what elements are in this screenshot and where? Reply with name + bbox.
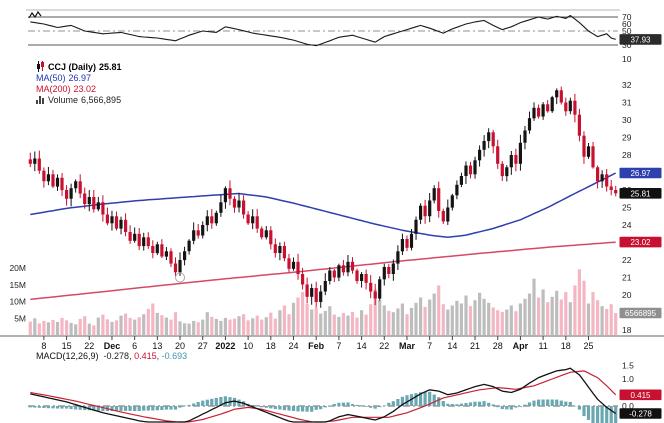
volume-axis-label: 20M <box>9 263 26 273</box>
low-annotation-circle <box>175 272 186 283</box>
x-axis-label: 6 <box>132 341 137 351</box>
x-axis-label: 7 <box>336 341 341 351</box>
svg-text:-0.278: -0.278 <box>629 410 652 419</box>
price-axis-label: 25 <box>622 203 632 213</box>
price-axis-label: 18 <box>622 325 632 335</box>
x-axis-label: 20 <box>175 341 185 351</box>
price-axis-label: 29 <box>622 133 632 143</box>
x-axis-label: 21 <box>470 341 480 351</box>
x-axis-label: 28 <box>493 341 503 351</box>
x-axis-label: Feb <box>308 341 325 351</box>
price-axis-label: 24 <box>622 220 632 230</box>
price-axis-label: 20 <box>622 290 632 300</box>
price-axis-label: 32 <box>622 80 632 90</box>
volume-axis-label: 5M <box>14 313 26 323</box>
x-axis-label: Apr <box>513 341 529 351</box>
volume-axis-label: 15M <box>9 280 26 290</box>
x-axis-label: 22 <box>84 341 94 351</box>
svg-text:6566895: 6566895 <box>625 309 657 318</box>
x-axis-label: 15 <box>62 341 72 351</box>
x-axis-label: 25 <box>583 341 593 351</box>
macd-last-badge: -0.278 <box>619 408 662 419</box>
x-axis-label: Dec <box>104 341 121 351</box>
x-axis-label: 18 <box>561 341 571 351</box>
momentum-last-badge: 37.93 <box>619 34 662 45</box>
x-axis-label: 14 <box>447 341 457 351</box>
ma50-line <box>30 172 617 239</box>
price-axis-label: 28 <box>622 150 632 160</box>
price-axis-label: 31 <box>622 98 632 108</box>
macd-line <box>30 367 617 423</box>
x-axis: 8 15 22 Dec 6 13 20 27 2022 10 18 24 Feb 7 14 22 Mar 7 14 2… <box>0 335 664 351</box>
x-axis-label: 8 <box>41 341 46 351</box>
x-axis-label: 18 <box>266 341 276 351</box>
svg-text:0.415: 0.415 <box>630 391 651 400</box>
x-axis-label: Mar <box>399 341 416 351</box>
last-price-badge: 25.81 <box>619 188 662 199</box>
macd-axis-label: 1.0 <box>622 374 634 384</box>
momentum-line <box>30 14 616 47</box>
x-axis-label: 13 <box>152 341 162 351</box>
x-axis-label: 24 <box>288 341 298 351</box>
x-axis-label: 11 <box>538 341 547 351</box>
x-axis-label: 2022 <box>215 341 235 351</box>
svg-text:37.93: 37.93 <box>630 35 651 44</box>
momentum-axis-label: 10 <box>622 54 632 64</box>
svg-text:25.81: 25.81 <box>630 189 651 198</box>
ma200-badge: 23.02 <box>619 236 662 248</box>
axis-badges: 37.93 26.97 25.81 23.02 6566895 0.415 -0.278 <box>619 34 662 419</box>
volume-badge: 6566895 <box>619 307 662 319</box>
svg-text:23.02: 23.02 <box>630 238 651 247</box>
ma50-badge: 26.97 <box>619 167 662 179</box>
macd-signal-badge: 0.415 <box>619 389 662 401</box>
macd-axis-label: 1.5 <box>622 361 634 371</box>
svg-text:26.97: 26.97 <box>630 169 651 178</box>
volume-bars <box>28 269 618 336</box>
macd-axis-label: 0.0 <box>622 401 634 411</box>
macd-histogram <box>28 391 618 423</box>
x-axis-label: 7 <box>427 341 432 351</box>
x-axis-label: 10 <box>243 341 253 351</box>
price-axis-label: 30 <box>622 115 632 125</box>
x-axis-label: 14 <box>357 341 367 351</box>
volume-axis-label: 10M <box>9 297 26 307</box>
momentum-axis-label: 60 <box>622 19 632 29</box>
price-axis-label: 22 <box>622 255 632 265</box>
momentum-axis-label: 50 <box>622 26 632 36</box>
price-axis-label: 21 <box>622 273 632 283</box>
x-axis-label: 27 <box>198 341 208 351</box>
momentum-axis-label: 70 <box>622 12 632 22</box>
x-axis-label: 22 <box>379 341 389 351</box>
candles <box>28 86 618 308</box>
momentum-axis-label: 30 <box>622 40 632 50</box>
ma200-line <box>30 241 616 301</box>
momentum-panel <box>26 9 620 47</box>
signal-line <box>30 370 617 423</box>
macd-panel <box>28 367 618 423</box>
